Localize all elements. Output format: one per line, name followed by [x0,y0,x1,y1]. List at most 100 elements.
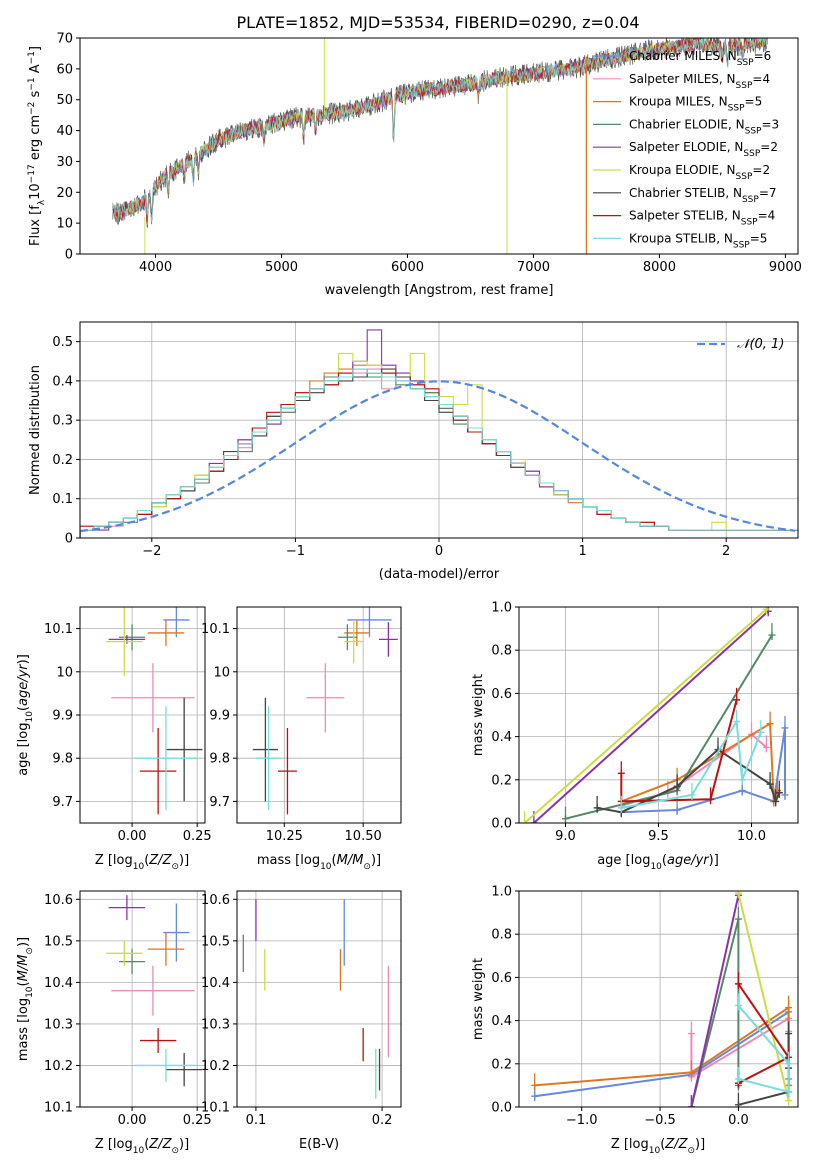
y-axis-label: age [log10(age/yr)] [16,654,35,776]
x-tick-label: 0.25 [183,1113,212,1128]
y-axis-label: Normed distribution [28,365,43,495]
x-axis-label: (data-model)/error [379,567,500,582]
y-tick-label: 0 [65,248,73,263]
y-tick-label: 9.8 [209,752,230,767]
y-tick-label: 0.2 [52,453,73,468]
weight-line [690,895,740,1107]
y-tick-label: 10.2 [201,1059,230,1074]
x-tick-label: 10.50 [345,829,382,844]
weight-line [620,722,779,803]
x-tick-label: 8000 [643,260,676,275]
axes-mass-weight-vs-age: 9.0 9.5 10.0 0.0 0.2 0.4 0.6 0.8 1.0 age [log10(a… [471,601,799,872]
weight-line [737,892,790,1101]
y-tick-label: 10 [56,665,73,680]
y-tick-label: 0.0 [491,817,512,832]
weight-line [621,727,786,814]
y-tick-label: 0.2 [491,773,512,788]
weight-line [534,1011,790,1098]
x-tick-label: 0.0 [728,1113,749,1128]
y-tick-label: 10.1 [201,1101,230,1116]
y-tick-label: 10.4 [44,976,73,991]
plot-layer: 4000 5000 6000 7000 8000 9000010203040506070C… [16,32,802,1157]
y-tick-label: 40 [56,124,73,139]
y-tick-label: 0.8 [491,928,512,943]
y-tick-label: 1.0 [491,601,512,616]
legend-label: Chabrier MILES, NSSP=6 [629,49,771,68]
x-tick-label: 10.0 [737,829,766,844]
plot-area-spectrum [112,38,768,254]
y-tick-label: 0.2 [491,1057,512,1072]
x-tick-label: −2 [142,544,161,559]
axes-border [79,37,799,255]
y-tick-label: 60 [56,62,73,77]
x-tick-label: 10.25 [266,829,303,844]
weight-line [533,610,769,823]
x-tick-label: 0.00 [118,829,147,844]
x-tick-label: 7000 [517,260,550,275]
y-tick-label: 10.4 [201,976,230,991]
legend-label: Salpeter STELIB, NSSP=4 [629,209,775,228]
y-tick-label: 0.8 [491,644,512,659]
y-tick-label: 10.6 [201,893,230,908]
axes-residuals: −2 −1 0 1 2 0 0.1 0.2 0.3 0.4 0.5 𝒩(0, 1) (data-mode… [28,321,799,582]
axes-border [79,890,206,1108]
x-tick-label: 9.0 [555,829,576,844]
y-tick-label: 20 [56,186,73,201]
x-tick-label: 1 [578,544,586,559]
gaussian-reference-curve [80,380,796,533]
x-tick-label: 9.5 [648,829,669,844]
y-tick-label: 0.0 [491,1101,512,1116]
x-tick-label: −1 [286,544,305,559]
plot-area-residuals [80,329,798,538]
y-tick-label: 10.6 [44,893,73,908]
y-tick-label: 9.9 [209,709,230,724]
plot-area-mass-vs-ebv [242,899,390,1099]
x-tick-label: −1.0 [566,1113,598,1128]
legend-label: Chabrier ELODIE, NSSP=3 [629,117,779,136]
axes-frame-mass-vs-Z: 0.00 0.25 10.1 10.2 10.3 10.4 10.5 10.6 Z [log10… [16,890,212,1156]
y-tick-label: 0.4 [491,1014,512,1029]
axes-border [518,890,799,1108]
y-tick-label: 30 [56,155,73,170]
weight-line [523,608,768,823]
x-tick-label: 0 [435,544,443,559]
axes-frame-spectrum: 4000 5000 6000 7000 8000 9000 0 10 20 30 40 50 60 70 C… [27,32,802,299]
axes-age-vs-Z: 0.00 0.25 9.7 9.8 9.9 10 10.1 Z [log10(Z/Z⊙)] ag… [16,606,212,872]
legend-label: 𝒩(0, 1) [737,337,784,352]
axes-frame-age-vs-mass: 10.25 10.50 9.7 9.8 9.9 10 10.1 mass [log10(M/M… [201,606,402,872]
y-tick-label: 10.5 [201,934,230,949]
histogram-step [80,368,798,538]
spectrum-line-kroupa-elodie [112,38,768,225]
legend-label: Salpeter MILES, NSSP=4 [629,72,770,91]
plot-area-age-vs-Z [106,607,203,815]
x-tick-label: 6000 [391,260,424,275]
plot-area-mass-weight-vs-age [521,607,789,823]
plot-area-age-vs-mass [252,607,398,815]
x-tick-label: 0.2 [372,1113,393,1128]
y-tick-label: 10.3 [44,1017,73,1032]
axes-age-vs-mass: 10.25 10.50 9.7 9.8 9.9 10 10.1 mass [log10(M/M… [201,606,402,872]
y-tick-label: 10.1 [201,622,230,637]
legend-label: Chabrier STELIB, NSSP=7 [629,186,777,205]
y-axis-label: mass [log10(M/M⊙)] [16,937,35,1061]
x-axis-label: E(B-V) [299,1137,339,1152]
y-tick-label: 9.7 [52,795,73,810]
x-axis-label: Z [log10(Z/Z⊙)] [611,1137,705,1156]
x-axis-label: wavelength [Angstrom, rest frame] [325,283,554,298]
legend-label: Kroupa STELIB, NSSP=5 [629,231,767,250]
legend-label: Kroupa ELODIE, NSSP=2 [629,163,770,182]
axes-spectrum: 4000 5000 6000 7000 8000 9000 0 10 20 30 40 50 60 70 C… [27,32,802,299]
legend-label: Salpeter ELODIE, NSSP=2 [629,140,778,159]
axes-frame-mass-weight-vs-age: 9.0 9.5 10.0 0.0 0.2 0.4 0.6 0.8 1.0 age [log10(a… [471,601,799,872]
y-tick-label: 9.8 [52,752,73,767]
plot-area-mass-vs-Z [106,895,203,1087]
x-tick-label: 2 [722,544,730,559]
y-tick-label: 0.4 [52,374,73,389]
axes-frame-age-vs-Z: 0.00 0.25 9.7 9.8 9.9 10 10.1 Z [log10(Z/Z⊙)] ag… [16,606,212,872]
axes-frame-residuals: −2 −1 0 1 2 0 0.1 0.2 0.3 0.4 0.5 𝒩(0, 1) (data-mode… [28,321,799,582]
weight-line [737,1004,790,1093]
y-axis-label: mass weight [471,958,486,1040]
axes-mass-vs-ebv: 0.1 0.2 10.1 10.2 10.3 10.4 10.5 10.6 E(B-V) [201,890,402,1152]
axes-frame-mass-weight-vs-Z: −1.0 −0.5 0.0 0.0 0.2 0.4 0.6 0.8 1.0 Z [log10(Z/… [471,885,799,1156]
